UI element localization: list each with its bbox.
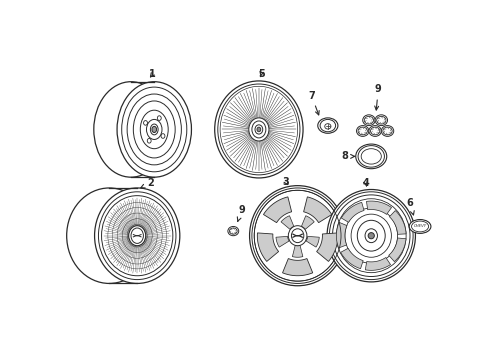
Ellipse shape — [94, 82, 168, 177]
Ellipse shape — [129, 226, 146, 246]
Ellipse shape — [215, 81, 303, 178]
Ellipse shape — [363, 115, 375, 126]
Polygon shape — [257, 233, 279, 261]
Text: 9: 9 — [237, 205, 245, 221]
Ellipse shape — [67, 188, 152, 283]
Polygon shape — [264, 197, 292, 222]
Polygon shape — [341, 248, 363, 269]
Text: 1: 1 — [149, 69, 156, 79]
Polygon shape — [389, 238, 406, 262]
Ellipse shape — [249, 118, 269, 141]
Ellipse shape — [228, 226, 239, 236]
Text: 3: 3 — [283, 177, 290, 187]
Ellipse shape — [375, 115, 388, 126]
Text: 7: 7 — [308, 91, 319, 115]
Polygon shape — [301, 216, 314, 229]
Ellipse shape — [318, 118, 338, 133]
Ellipse shape — [356, 144, 387, 169]
Ellipse shape — [249, 186, 345, 286]
Text: 8: 8 — [342, 152, 355, 161]
Polygon shape — [365, 257, 391, 270]
Polygon shape — [304, 197, 332, 222]
Polygon shape — [283, 258, 313, 276]
Polygon shape — [341, 202, 364, 222]
Ellipse shape — [381, 126, 394, 136]
Polygon shape — [306, 237, 319, 247]
Ellipse shape — [292, 229, 304, 243]
Ellipse shape — [357, 126, 369, 136]
Ellipse shape — [368, 233, 374, 239]
Text: 6: 6 — [407, 198, 414, 215]
Ellipse shape — [327, 189, 416, 282]
Ellipse shape — [95, 188, 180, 283]
Polygon shape — [390, 211, 406, 234]
Text: 5: 5 — [258, 69, 265, 79]
Text: 9: 9 — [375, 84, 382, 110]
Ellipse shape — [369, 126, 381, 136]
Ellipse shape — [152, 126, 157, 132]
Ellipse shape — [288, 226, 307, 246]
Polygon shape — [367, 201, 392, 215]
Text: 2: 2 — [141, 178, 154, 188]
Polygon shape — [317, 233, 338, 261]
Polygon shape — [281, 216, 294, 229]
Ellipse shape — [257, 127, 261, 132]
Polygon shape — [336, 222, 347, 248]
Text: 4: 4 — [363, 178, 369, 188]
Ellipse shape — [117, 82, 192, 177]
Text: CHEVY: CHEVY — [414, 225, 427, 229]
Polygon shape — [293, 246, 303, 257]
Ellipse shape — [409, 220, 431, 233]
Polygon shape — [276, 237, 289, 247]
